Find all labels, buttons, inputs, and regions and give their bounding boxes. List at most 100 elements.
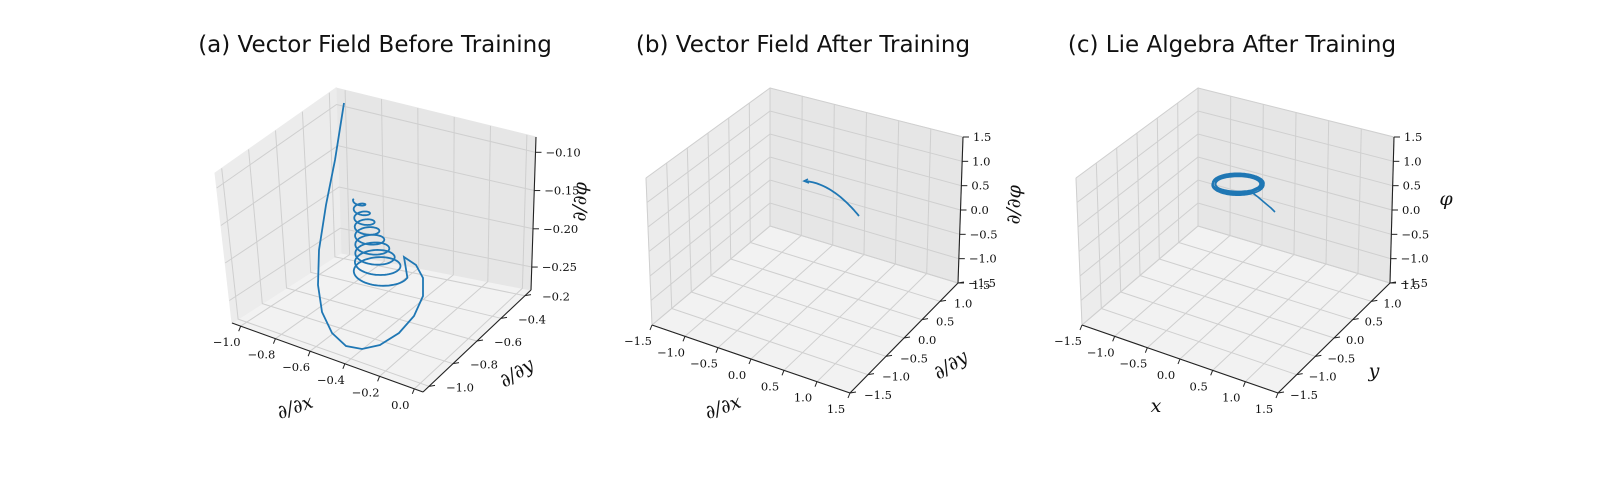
grid-line-y [248, 149, 454, 365]
subplot-title: (c) Lie Algebra After Training [1068, 32, 1396, 58]
z-tick-label: −1.5 [1400, 276, 1428, 290]
x-tick-label: 1.5 [1255, 402, 1273, 416]
x-tick-label: 0.0 [728, 368, 746, 382]
y-tick-mark [500, 316, 508, 319]
y-tick-label: −1.0 [1309, 370, 1337, 384]
x-tick-mark [682, 336, 686, 342]
y-tick-mark [1277, 391, 1285, 394]
y-tick-label: −0.2 [542, 290, 570, 304]
x-tick-mark [649, 324, 653, 331]
x-tick-mark [411, 388, 415, 395]
y-tick-mark [524, 294, 532, 297]
grid-line-x [240, 90, 351, 327]
grid-line-y [221, 168, 430, 387]
y-axis-label: ∂/∂y [929, 346, 972, 385]
x-tick-label: 0.5 [761, 379, 779, 393]
z-tick-label: 1.5 [973, 130, 991, 144]
y-tick-label: −0.5 [1327, 351, 1355, 365]
y-tick-label: 0.5 [1365, 315, 1383, 329]
x-tick-label: 1.0 [794, 391, 812, 405]
subplot-title: (b) Vector Field After Training [636, 32, 970, 58]
y-tick-label: 1.5 [1402, 278, 1420, 292]
x-tick-label: −1.0 [657, 345, 685, 359]
z-tick-label: −1.5 [968, 276, 996, 290]
grid-line-z [224, 186, 534, 264]
grid-line-z [645, 87, 964, 179]
x-axis-label: x [1151, 395, 1162, 417]
z-tick-label: −0.5 [1401, 227, 1429, 241]
z-tick-label: −0.20 [543, 222, 578, 236]
x-tick-label: −1.5 [1054, 334, 1082, 348]
y-tick-mark [849, 391, 857, 394]
z-tick-label: −0.10 [546, 145, 581, 159]
y-tick-label: 0.0 [1346, 333, 1364, 347]
z-tick-label: 0.0 [1402, 203, 1420, 217]
x-tick-mark [748, 358, 752, 365]
grid-line-z [1076, 110, 1394, 203]
y-tick-mark [1315, 354, 1322, 357]
x-tick-mark [814, 381, 818, 387]
x-tick-mark [272, 338, 276, 344]
y-tick-label: −0.8 [470, 358, 498, 372]
x-tick-label: −0.5 [690, 357, 718, 371]
y-tick-mark [476, 339, 484, 342]
y-tick-label: 1.0 [954, 296, 972, 310]
z-axis-label: ∂/∂φ [1002, 184, 1025, 225]
z-tick-label: −1.0 [1401, 252, 1429, 266]
x-axis-label: ∂/∂x [702, 391, 744, 424]
z-tick-label: 0.5 [971, 179, 989, 193]
x-tick-mark [715, 347, 719, 353]
y-tick-label: 1.0 [1383, 296, 1401, 310]
z-axis-line [530, 136, 537, 291]
z-tick-label: 1.5 [1404, 130, 1422, 144]
y-tick-mark [452, 362, 460, 365]
y-tick-mark [1333, 336, 1341, 339]
grid-line-z [646, 110, 963, 203]
grid-line-z [1077, 133, 1393, 228]
grid-line-x [413, 134, 528, 390]
grid-line-z [1075, 87, 1395, 179]
x-tick-mark [1177, 358, 1181, 365]
y-tick-label: −0.6 [494, 335, 522, 349]
z-tick-label: −0.25 [542, 260, 577, 274]
y-tick-mark [867, 373, 875, 376]
subplot-2: (b) Vector Field After Training−1.5−1.0−… [624, 32, 1026, 424]
x-tick-label: 0.5 [1190, 379, 1208, 393]
y-tick-mark [903, 336, 911, 339]
x-tick-label: −0.8 [247, 348, 275, 362]
grid-line-z [229, 227, 532, 301]
grid-line-x [275, 99, 385, 340]
grid-line-z [647, 133, 962, 228]
x-tick-mark [781, 370, 785, 376]
y-tick-mark [1296, 373, 1303, 376]
z-axis-label: ∂/∂φ [568, 181, 591, 222]
subplot-3: (c) Lie Algebra After Training −1.5 −1.0 −0… [1054, 32, 1453, 417]
subplot-title: (a) Vector Field Before Training [198, 32, 552, 58]
z-tick-label: −1.0 [969, 252, 997, 266]
z-tick-label: 1.0 [972, 154, 990, 168]
grid-line-z [650, 202, 959, 301]
x-tick-label: −0.4 [317, 373, 345, 387]
x-tick-label: 1.0 [1222, 391, 1240, 405]
x-tick-label: −1.0 [213, 335, 241, 349]
grid-line-z [649, 179, 960, 277]
grid-line-z [216, 103, 536, 189]
x-tick-label: 0.0 [1157, 368, 1175, 382]
y-axis-label: y [1368, 360, 1380, 382]
z-tick-label: 0.5 [1403, 179, 1421, 193]
grid-line-z [648, 156, 961, 252]
pane-left [214, 87, 342, 324]
x-tick-mark [1144, 347, 1148, 353]
z-tick-label: −0.5 [970, 227, 998, 241]
x-tick-mark [377, 376, 381, 382]
x-tick-label: −0.5 [1119, 357, 1147, 371]
y-tick-mark [1352, 318, 1359, 321]
y-tick-label: 0.0 [918, 333, 936, 347]
grid-line-y [301, 111, 502, 319]
grid-line-x [309, 107, 420, 352]
series-start-marker [802, 178, 810, 184]
x-tick-label: 1.5 [827, 402, 845, 416]
y-tick-label: 0.5 [936, 315, 954, 329]
y-tick-label: −1.0 [446, 380, 474, 394]
